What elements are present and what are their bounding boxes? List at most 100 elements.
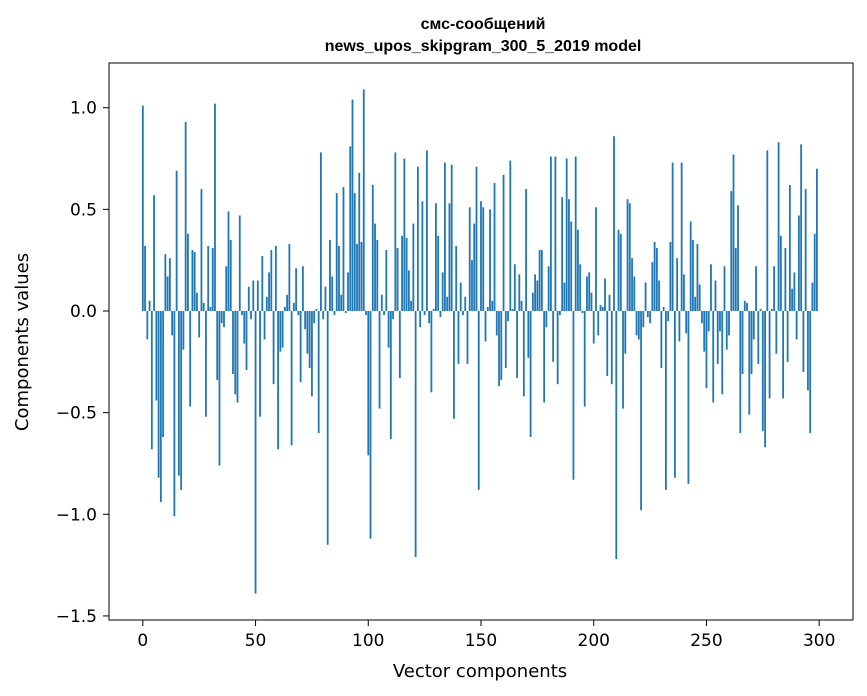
bar [367, 311, 370, 456]
bar [768, 311, 771, 399]
bar [347, 272, 349, 312]
bar [220, 311, 223, 324]
bar [259, 311, 261, 417]
bar [640, 311, 642, 511]
chart-title: смс-сообщений [421, 16, 546, 33]
bar [734, 247, 737, 312]
bar [775, 311, 778, 354]
bar [448, 203, 451, 312]
bar [737, 205, 739, 312]
bar [268, 272, 270, 312]
bar [556, 311, 559, 385]
bar [759, 308, 762, 312]
bar [628, 203, 631, 312]
bar [597, 311, 600, 336]
bar [171, 311, 174, 336]
bar [678, 311, 681, 342]
bar [435, 203, 437, 312]
bar [599, 304, 602, 312]
bar [378, 311, 381, 409]
bar [518, 274, 521, 312]
bar [520, 300, 523, 312]
bar [498, 311, 500, 387]
bar [180, 311, 183, 490]
bar [809, 311, 812, 433]
bar [755, 266, 757, 312]
bar [315, 308, 318, 312]
bar [166, 276, 169, 312]
bar [816, 168, 818, 312]
bar [615, 311, 618, 560]
bar [804, 189, 807, 312]
bar [292, 302, 295, 312]
bar [277, 311, 279, 450]
bar [784, 247, 787, 312]
bar [732, 154, 735, 312]
bar [692, 239, 694, 312]
bar [565, 158, 568, 312]
bar [324, 286, 327, 312]
bar [500, 311, 503, 381]
bar [554, 156, 557, 312]
bars-group [141, 89, 818, 594]
bar [331, 276, 334, 312]
bar [617, 229, 620, 312]
bar [649, 311, 651, 324]
bar [412, 223, 415, 312]
bar [274, 245, 277, 312]
bar [371, 184, 374, 312]
plot-frame [108, 62, 854, 621]
bar [173, 311, 176, 517]
bar [701, 311, 703, 324]
bar [286, 294, 289, 312]
bar [685, 311, 688, 334]
bar [583, 311, 586, 407]
bar [196, 292, 198, 312]
bar [509, 160, 512, 312]
bar [570, 221, 573, 312]
bar [504, 311, 507, 368]
bar [394, 152, 397, 312]
bar [549, 156, 552, 312]
bar [807, 311, 809, 391]
x-axis: 0 50 100 150 200 250 300 [137, 620, 835, 651]
bar [624, 311, 627, 354]
bar [159, 311, 162, 503]
bar [205, 311, 207, 417]
bar [475, 166, 478, 312]
bar [534, 274, 537, 312]
bar [419, 311, 422, 328]
bar [525, 189, 527, 312]
bar [513, 264, 516, 312]
bar [387, 311, 390, 348]
bar [281, 311, 284, 348]
bar [802, 311, 805, 372]
bar [511, 308, 514, 312]
bar [545, 311, 548, 328]
bar [635, 311, 638, 336]
bar [502, 174, 505, 312]
bar [757, 311, 760, 364]
bar [356, 243, 358, 312]
bar [633, 276, 636, 312]
bar [335, 193, 338, 312]
bar [664, 311, 667, 490]
bar [606, 311, 609, 377]
bar [716, 311, 719, 364]
x-tick-label: 150 [465, 631, 497, 651]
bar [162, 311, 165, 438]
bar [579, 264, 582, 312]
bar [141, 105, 144, 312]
bar [610, 311, 613, 385]
bar [446, 296, 449, 312]
bar [795, 311, 798, 340]
bar [157, 311, 160, 478]
bar [254, 311, 257, 594]
bar [791, 288, 794, 312]
bar [295, 268, 298, 312]
bar [782, 311, 785, 399]
bar [694, 296, 697, 312]
bar [689, 221, 692, 312]
bar [669, 241, 672, 312]
bar [430, 311, 433, 393]
